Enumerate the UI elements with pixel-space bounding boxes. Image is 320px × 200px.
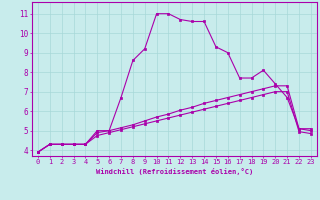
X-axis label: Windchill (Refroidissement éolien,°C): Windchill (Refroidissement éolien,°C) — [96, 168, 253, 175]
